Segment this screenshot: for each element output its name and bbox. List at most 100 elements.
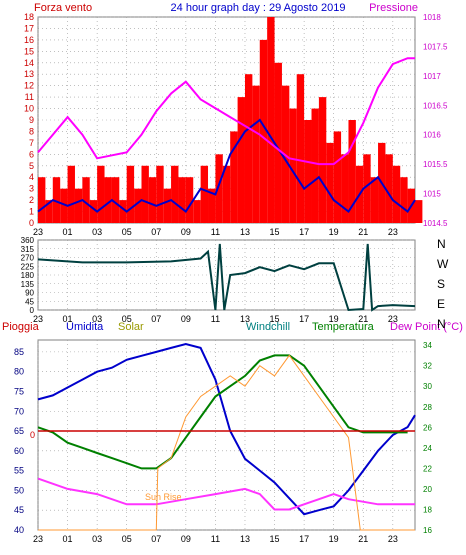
y-tick-right: 28 [423, 403, 432, 412]
y-tick-right: 26 [423, 423, 432, 432]
y-tick-left: 17 [24, 23, 34, 33]
series-line-solar [38, 354, 415, 531]
gust-bar [97, 165, 105, 223]
y-tick-left: 360 [21, 236, 35, 245]
gust-bar [400, 177, 408, 223]
pressure-line [37, 57, 415, 166]
x-tick-label: 01 [63, 227, 73, 237]
gust-bar [38, 177, 46, 223]
x-tick-label: 23 [388, 534, 398, 544]
gust-bar [304, 120, 312, 223]
y-tick-right: 34 [423, 341, 432, 350]
y-tick-right: 30 [423, 382, 432, 391]
sunrise-annotation: Sun Rise [145, 492, 182, 502]
series-layer [37, 17, 423, 531]
series-line-dew-point-c- [37, 477, 415, 511]
gust-bar [215, 154, 223, 223]
y-tick-left: 80 [14, 367, 24, 377]
x-tick-label: 21 [358, 227, 368, 237]
x-tick-label: 23 [33, 314, 43, 324]
gust-bar [296, 74, 305, 223]
y-tick-left: 7 [29, 138, 34, 148]
x-tick-label: 07 [151, 227, 161, 237]
y-tick-left: 70 [14, 406, 24, 416]
rain-zero-label: 0 [30, 430, 35, 440]
y-tick-right: 1014.5 [423, 219, 448, 228]
x-tick-label: 03 [92, 534, 102, 544]
y-tick-left: 135 [21, 280, 35, 289]
y-tick-right: 1017.5 [423, 42, 448, 51]
y-tick-left: 0 [30, 306, 35, 315]
x-tick-label: 19 [329, 534, 339, 544]
y-tick-left: 14 [24, 58, 34, 68]
gust-bar [237, 97, 245, 223]
y-tick-left: 1 [29, 207, 34, 217]
y-tick-left: 55 [14, 466, 24, 476]
x-tick-label: 23 [388, 227, 398, 237]
y-tick-left: 4 [29, 172, 34, 182]
y-tick-left: 0 [29, 218, 34, 228]
x-tick-label: 11 [211, 314, 220, 324]
gust-bar [156, 165, 164, 223]
gust-bar [333, 131, 342, 223]
gust-bar [392, 165, 401, 223]
x-tick-label: 21 [358, 534, 368, 544]
top-right-title: Pressione [369, 2, 418, 14]
x-tick-label: 03 [92, 314, 102, 324]
gust-bar [171, 165, 179, 223]
x-tick-label: 17 [299, 534, 309, 544]
gust-bar [318, 97, 327, 223]
y-tick-left: 45 [25, 297, 34, 306]
gust-bar [126, 165, 135, 223]
gust-bar [370, 177, 379, 223]
direction-label: N [437, 317, 446, 331]
gust-bar [363, 154, 371, 223]
x-tick-label: 03 [92, 227, 102, 237]
legend-temperature: Temperatura [312, 321, 375, 333]
wind-direction-line [37, 243, 416, 312]
top-center-title: 24 hour graph day : 29 Agosto 2019 [171, 2, 346, 14]
y-tick-left: 15 [24, 46, 34, 56]
gust-bar [385, 154, 393, 223]
gust-bar [259, 39, 268, 224]
gust-bar [60, 188, 68, 223]
x-tick-label: 21 [358, 314, 368, 324]
x-tick-label: 23 [33, 534, 43, 544]
y-tick-right: 32 [423, 362, 432, 371]
x-tick-label: 09 [181, 534, 191, 544]
y-tick-left: 16 [24, 35, 34, 45]
y-tick-left: 8 [29, 126, 34, 136]
x-tick-label: 07 [151, 314, 161, 324]
legend-humidity: Umidita [66, 321, 104, 333]
x-tick-label: 01 [63, 314, 73, 324]
gust-bar [252, 85, 260, 224]
y-tick-right: 24 [423, 444, 432, 453]
gust-bar [311, 108, 319, 223]
y-tick-left: 45 [14, 505, 24, 515]
x-tick-label: 15 [270, 534, 280, 544]
x-tick-label: 15 [270, 227, 280, 237]
y-tick-left: 75 [14, 386, 24, 396]
y-tick-left: 60 [14, 446, 24, 456]
x-tick-label: 09 [181, 314, 191, 324]
gust-bar [111, 177, 120, 223]
legend-solar: Solar [118, 321, 144, 333]
x-tick-label: 05 [122, 227, 132, 237]
gust-bar [208, 188, 216, 223]
legend-dewpoint: Dew Point (°C) [390, 321, 463, 333]
x-tick-label: 19 [329, 227, 339, 237]
direction-label: W [437, 257, 449, 271]
y-tick-left: 12 [24, 81, 34, 91]
gust-bar [267, 17, 275, 223]
x-tick-label: 01 [63, 534, 73, 544]
y-tick-right: 22 [423, 464, 432, 473]
avg-wind-line [37, 118, 416, 214]
y-tick-left: 5 [29, 161, 34, 171]
x-tick-label: 23 [33, 227, 43, 237]
x-tick-label: 11 [211, 534, 220, 544]
y-tick-left: 90 [25, 289, 34, 298]
y-tick-left: 40 [14, 525, 24, 535]
